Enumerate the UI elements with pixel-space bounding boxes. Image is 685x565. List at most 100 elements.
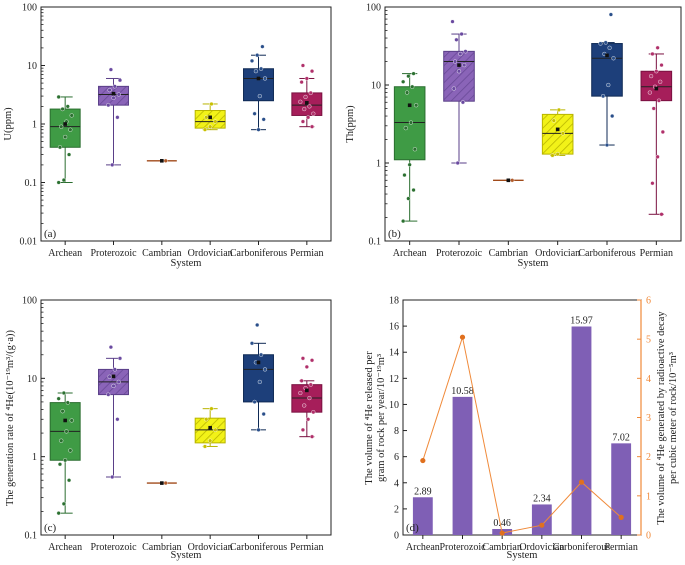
y-right-tick-label: 6 [646,296,651,307]
bar-archean [412,497,433,535]
box-archean-point [401,79,406,84]
box-archean-point [59,124,64,129]
box-ordovician-point [213,427,218,432]
x-category-label: Proterozoic [439,542,486,553]
box-carboniferous-point [259,66,264,71]
x-category-label: Archean [406,542,440,553]
box-archean-point [412,147,417,152]
box-archean-point [410,84,415,89]
box-ordovician-point [555,152,560,157]
y-left-tick-label: 8 [394,426,399,437]
box-carboniferous-point [255,53,260,58]
box-ordovician-point [208,438,213,443]
box-archean-point [61,501,66,506]
x-category-label: Archean [48,248,82,259]
box-carboniferous-point [608,12,613,17]
y-left-tick-label: 14 [389,348,399,359]
box-carboniferous-point [610,113,615,119]
box-carboniferous-point [607,45,612,50]
y-right-axis-title-line: The volume of ⁴He generated by radioacti… [656,311,667,525]
plot-frame [384,6,682,242]
box-archean-point [69,113,74,118]
y-right-tick-label: 0 [646,531,651,542]
y-left-tick-label: 12 [389,374,399,385]
box-ordovician-point [209,406,214,411]
box-proterozoic-point [115,115,120,120]
box-permian-mean [305,388,309,393]
y-right-axis-title-line2: per cubic meter of rock/10⁻⁵m³ [668,352,679,484]
box-carboniferous-point [259,352,264,357]
x-category-label: Cambrian [482,542,521,553]
box-ordovician-point [202,127,208,132]
box-archean-point [59,438,64,443]
box-proterozoic-point [460,100,465,105]
box-ordovician-point [213,119,218,124]
y-axis-title: Th(ppm) [345,105,356,143]
box-carboniferous-point [256,427,261,432]
box-ordovician-mean [208,425,212,430]
y-tick-label: 10 [27,374,37,385]
box-archean-point [56,180,61,185]
box-archean-point [68,448,73,453]
box-archean-point [404,90,410,95]
box-proterozoic-point [112,84,117,89]
box-proterozoic-point [107,374,112,379]
box-carboniferous-point [261,411,266,417]
y-left-tick-label: 6 [394,452,399,463]
box-carboniferous-point [603,40,608,45]
y-tick-label: 0.01 [20,237,38,248]
box-proterozoic-point [463,49,468,54]
box-proterozoic-point [110,162,115,167]
box-carboniferous-point [255,322,260,328]
box-archean-point [65,104,70,109]
box-archean-point [411,187,416,193]
box-permian-mean [305,101,309,105]
x-category-label: Carboniferous [578,248,635,259]
box-carboniferous [591,43,623,97]
box-permian-point [298,99,303,104]
x-category-label: Cambrian [142,542,181,553]
decay-volume-point-ordovician [539,522,545,528]
bar-value-label: 0.46 [493,518,511,529]
box-proterozoic-mean [111,374,116,379]
box-carboniferous-point [249,341,255,346]
box-permian-point [309,434,315,439]
box-proterozoic-point [456,69,462,74]
y-tick-label: 10 [27,61,37,72]
box-carboniferous-mean [256,76,261,81]
box-proterozoic-point [112,367,117,372]
box-ordovician-point [209,101,214,107]
panel-d-he-volume-bar-line: 02468101214161801234562.89Archean10.58Pr… [364,296,679,562]
box-ordovician-point [202,444,208,449]
x-category-label: Permian [290,542,323,553]
box-carboniferous-point [257,379,262,385]
box-carboniferous-point [252,399,257,405]
box-proterozoic-point [111,383,116,389]
box-archean-point [64,429,69,434]
y-tick-label: 0.1 [25,178,38,189]
box-proterozoic-point [116,92,121,97]
decay-volume-line [422,335,622,534]
x-axis-title: System [507,550,538,561]
bar-value-label: 15.97 [570,316,593,327]
x-category-label: Archean [48,542,82,553]
x-axis-title: System [171,258,202,269]
box-proterozoic-point [450,19,455,24]
box-permian-point [659,62,664,68]
box-permian-point [649,74,654,79]
box-proterozoic-point [455,160,460,166]
bar-proterozoic [452,396,473,535]
y-axis-title: U(ppm) [3,107,14,141]
decay-volume-point-cambrian [499,530,505,536]
box-proterozoic-point [458,51,463,57]
box-proterozoic-mean [457,63,461,67]
y-tick-label: 0.1 [369,237,382,248]
y-left-tick-label: 16 [389,322,399,333]
box-archean-point [63,134,68,140]
box-carboniferous-point [257,93,262,99]
x-category-label: Cambrian [489,248,528,259]
box-ordovician-mean [555,127,560,132]
x-category-label: Cambrian [142,248,181,259]
x-category-label: Ordovician [535,248,580,259]
box-permian-point [300,356,306,361]
